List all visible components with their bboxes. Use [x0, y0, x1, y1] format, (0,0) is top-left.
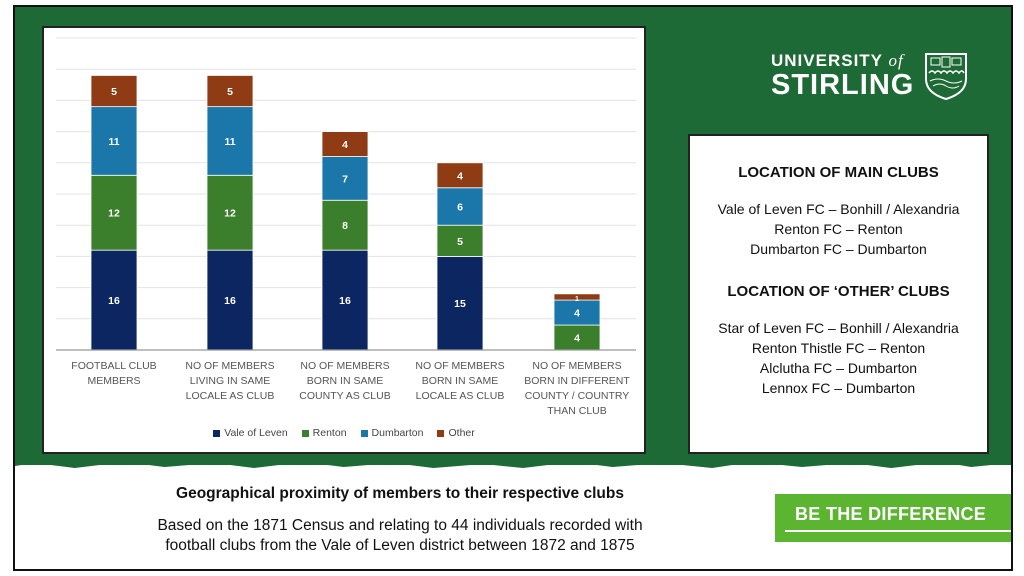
legend-label: Dumbarton	[371, 427, 424, 439]
legend-item: Other	[437, 427, 475, 439]
logo-line2: STIRLING	[771, 69, 915, 101]
other-club-item: Alclutha FC – Dumbarton	[759, 360, 918, 376]
data-label: 16	[108, 295, 120, 307]
legend-swatch	[213, 429, 221, 437]
data-label: 16	[224, 295, 236, 307]
caption-line: football clubs from the Vale of Leven di…	[165, 537, 635, 554]
data-label: 4	[457, 170, 463, 182]
bar-segment	[206, 174, 254, 251]
legend-swatch	[301, 429, 309, 437]
data-label: 5	[227, 86, 233, 98]
legend-label: Renton	[312, 427, 347, 439]
data-label: 11	[224, 136, 235, 148]
data-label: 12	[224, 208, 236, 220]
legend-item: Renton	[301, 427, 347, 439]
legend-swatch	[437, 429, 445, 437]
other-club-item: Renton Thistle FC – Renton	[751, 340, 926, 356]
bar-segment	[321, 131, 369, 157]
tagline-banner: BE THE DIFFERENCE	[775, 494, 1011, 542]
logo-of: of	[888, 51, 904, 70]
category-label: NO OF MEMBERS BORN IN SAME COUNTY AS CLU…	[299, 360, 391, 402]
bar-segment	[321, 249, 369, 351]
legend-item: Dumbarton	[360, 427, 424, 439]
data-label: 6	[457, 201, 463, 213]
category-label: NO OF MEMBERS LIVING IN SAME LOCALE AS C…	[185, 360, 275, 402]
category-label: NO OF MEMBERS BORN IN DIFFERENT COUNTY /…	[524, 360, 630, 417]
chart-legend: Vale of Leven Renton Dumbarton Other	[44, 427, 644, 439]
data-label: 4	[342, 139, 348, 151]
bar-segment	[436, 162, 484, 189]
main-club-item: Vale of Leven FC – Bonhill / Alexandria	[717, 201, 960, 217]
data-label: 11	[108, 136, 119, 148]
data-label: 4	[574, 308, 580, 320]
data-label: 16	[339, 295, 351, 307]
legend-label: Other	[448, 427, 475, 439]
bar-segment	[90, 174, 138, 251]
club-locations-panel: LOCATION OF MAIN CLUBS Vale of Leven FC …	[688, 134, 989, 454]
legend-swatch	[360, 429, 368, 437]
chart: 16 12 11 5 16 12 11 5 16 8 7 4 15 5 6 4 4 4 1 FOOTBALL CLU…	[42, 26, 646, 454]
other-club-item: Lennox FC – Dumbarton	[761, 380, 916, 396]
legend-label: Vale of Leven	[224, 427, 288, 439]
data-label: 15	[454, 298, 466, 310]
other-club-item: Star of Leven FC – Bonhill / Alexandria	[718, 320, 959, 336]
bar-segment	[206, 75, 254, 108]
university-logo: UNIVERSITY of STIRLING	[771, 51, 915, 101]
data-label: 7	[342, 173, 348, 185]
category-label: FOOTBALL CLUB MEMBERS	[71, 360, 157, 387]
bar-segment	[553, 293, 601, 301]
caption-line: Based on the 1871 Census and relating to…	[157, 517, 643, 534]
data-label: 1	[575, 296, 579, 303]
data-label: 5	[457, 236, 463, 248]
tagline-text: BE THE DIFFERENCE	[795, 504, 987, 524]
logo-line1: UNIVERSITY	[771, 51, 883, 70]
data-label: 5	[111, 86, 117, 98]
bar-segment	[321, 156, 369, 201]
bar-segment	[436, 224, 484, 257]
data-label: 8	[342, 220, 348, 232]
chart-plot: 16 12 11 5 16 12 11 5 16 8 7 4 15 5 6 4 4 4 1	[56, 37, 636, 351]
main-clubs-heading: LOCATION OF MAIN CLUBS	[738, 164, 939, 181]
rough-edge	[15, 455, 1011, 468]
legend-item: Vale of Leven	[213, 427, 288, 439]
crest-icon	[925, 53, 967, 101]
bar-segment	[436, 255, 484, 351]
bar-segment	[90, 75, 138, 108]
main-club-item: Dumbarton FC – Dumbarton	[750, 241, 927, 257]
other-clubs-heading: LOCATION OF ‘OTHER’ CLUBS	[727, 283, 950, 300]
caption-subtitle: Based on the 1871 Census and relating to…	[15, 516, 785, 556]
data-label: 12	[108, 208, 120, 220]
bar-segment	[206, 249, 254, 351]
category-label: NO OF MEMBERS BORN IN SAME LOCALE AS CLU…	[415, 360, 505, 402]
bar-segment	[436, 187, 484, 226]
bar-segment	[321, 199, 369, 251]
slide: 16 12 11 5 16 12 11 5 16 8 7 4 15 5 6 4 4 4 1 FOOTBALL CLU…	[13, 5, 1013, 571]
bar-segment	[90, 249, 138, 351]
main-club-item: Renton FC – Renton	[774, 221, 903, 237]
data-label: 4	[574, 333, 580, 345]
caption-title: Geographical proximity of members to the…	[176, 485, 624, 502]
